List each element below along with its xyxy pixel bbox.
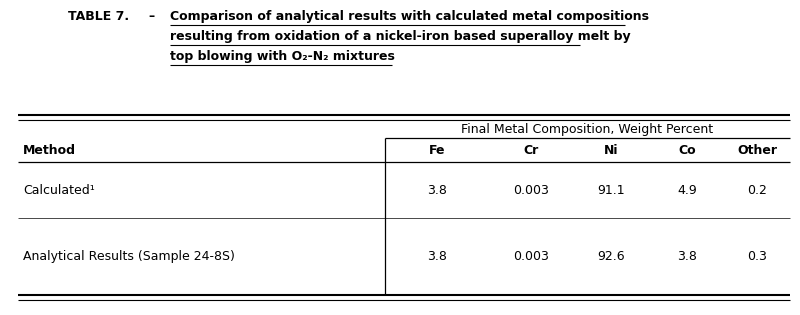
Text: 3.8: 3.8 [427,184,447,197]
Text: Ni: Ni [604,144,618,157]
Text: Other: Other [738,144,778,157]
Text: –: – [148,10,154,23]
Text: 0.2: 0.2 [747,184,767,197]
Text: 0.3: 0.3 [747,250,767,263]
Text: Final Metal Composition, Weight Percent: Final Metal Composition, Weight Percent [462,123,714,135]
Text: Cr: Cr [523,144,538,157]
Text: 91.1: 91.1 [597,184,625,197]
Text: Calculated¹: Calculated¹ [23,184,94,197]
Text: resulting from oxidation of a nickel-iron based superalloy melt by: resulting from oxidation of a nickel-iro… [170,30,630,43]
Text: 0.003: 0.003 [513,250,549,263]
Text: Fe: Fe [430,144,446,157]
Text: 92.6: 92.6 [597,250,625,263]
Text: 3.8: 3.8 [678,250,698,263]
Text: 3.8: 3.8 [427,250,447,263]
Text: Analytical Results (Sample 24-8S): Analytical Results (Sample 24-8S) [23,250,235,263]
Text: Method: Method [23,144,76,157]
Text: top blowing with O₂-N₂ mixtures: top blowing with O₂-N₂ mixtures [170,50,395,63]
Text: Co: Co [678,144,696,157]
Text: TABLE 7.: TABLE 7. [68,10,129,23]
Text: 4.9: 4.9 [678,184,698,197]
Text: Comparison of analytical results with calculated metal compositions: Comparison of analytical results with ca… [170,10,649,23]
Text: 0.003: 0.003 [513,184,549,197]
